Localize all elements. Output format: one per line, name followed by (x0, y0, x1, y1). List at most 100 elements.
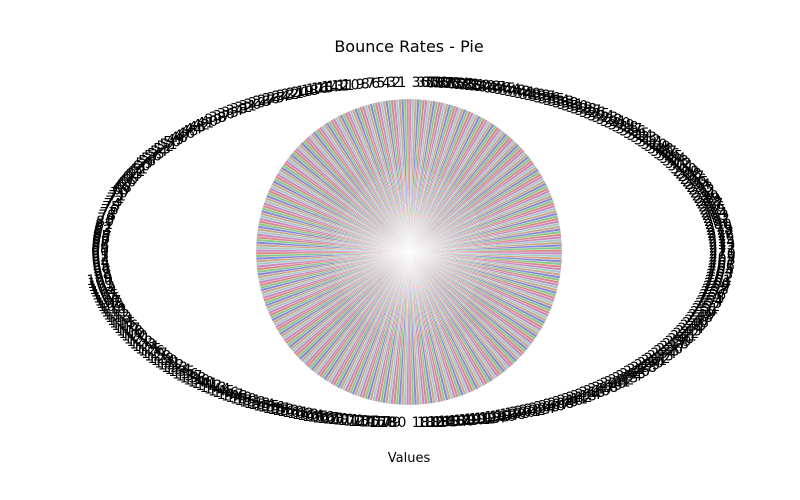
slice-label: 259 (703, 279, 730, 295)
slice-label: 283 (702, 208, 729, 224)
slice-label: 357 (427, 75, 454, 91)
slice-label: 173 (343, 414, 370, 430)
slice-label: 327 (575, 103, 602, 119)
slice-label: 99 (94, 270, 112, 286)
slice-label: 319 (608, 118, 635, 134)
slice-label: 287 (697, 197, 724, 213)
slice-label: 325 (583, 107, 610, 123)
slice-label: 186 (438, 414, 465, 430)
slice-label: 188 (448, 414, 475, 430)
slice-label: 306 (653, 146, 680, 162)
slice-label: 75 (102, 200, 120, 216)
slice-label: 359 (417, 75, 444, 91)
slice-label: 16 (311, 81, 329, 97)
slice-label: 316 (619, 124, 646, 140)
slice-label: 167 (312, 410, 339, 426)
slice-label: 41 (196, 116, 214, 132)
slice-label: 42 (192, 118, 210, 134)
slice-label: 303 (662, 154, 689, 170)
slice-label: 166 (307, 410, 334, 426)
slice-label: 44 (185, 122, 203, 138)
slice-label: 128 (144, 349, 171, 365)
slice-label: 160 (277, 404, 304, 420)
slice-label: 300 (670, 161, 697, 177)
slice-label: 275 (708, 232, 735, 248)
slice-label: 84 (93, 226, 111, 242)
slice-label: 239 (665, 334, 692, 350)
slice-label: 193 (474, 411, 501, 427)
slice-label: 294 (684, 177, 711, 193)
slice-label: 342 (504, 84, 531, 100)
slice-label: 272 (709, 241, 736, 257)
slice-label: 11 (336, 78, 354, 94)
slice-label: 52 (156, 139, 174, 155)
slice-label: 79 (97, 211, 115, 227)
slice-label: 244 (678, 321, 705, 337)
slice-label: 302 (665, 156, 692, 172)
slice-label: 331 (557, 97, 584, 113)
slice-label: 204 (529, 401, 556, 417)
slice-label: 87 (92, 235, 110, 251)
slice-label: 344 (494, 82, 521, 98)
slice-label: 138 (180, 370, 207, 386)
slice-label: 89 (91, 241, 109, 257)
slice-label: 219 (596, 378, 623, 394)
slice-label: 255 (698, 290, 725, 306)
slice-label: 184 (427, 415, 454, 431)
slice-label: 212 (566, 390, 593, 406)
slice-label: 315 (623, 126, 650, 142)
slice-label: 233 (647, 349, 674, 365)
slice-label: 9 (356, 77, 365, 93)
slice-label: 247 (684, 313, 711, 329)
slice-label: 136 (172, 366, 199, 382)
slice-label: 210 (557, 393, 584, 409)
slice-label: 62 (128, 164, 146, 180)
slice-label: 143 (200, 380, 227, 396)
slice-label: 78 (98, 208, 116, 224)
slice-label: 155 (253, 398, 280, 414)
slice-label: 228 (630, 360, 657, 376)
slice-label: 320 (604, 116, 631, 132)
slice-label: 7 (366, 76, 375, 92)
slice-label: 356 (433, 76, 460, 92)
slice-label: 336 (533, 90, 560, 106)
slice-label: 298 (675, 167, 702, 183)
slice-label: 198 (499, 407, 526, 423)
slice-label: 179 (374, 415, 401, 431)
x-axis-label: Values (388, 451, 431, 466)
slice-label: 175 (353, 414, 380, 430)
slice-label: 156 (258, 400, 285, 416)
slice-label: 279 (706, 220, 733, 236)
slice-label: 148 (221, 388, 248, 404)
slice-label: 86 (92, 232, 110, 248)
slice-label: 35 (221, 105, 239, 121)
slice-label: 220 (600, 376, 627, 392)
slice-label: 144 (204, 382, 231, 398)
slice-label: 358 (422, 75, 449, 91)
slice-label: 133 (161, 360, 188, 376)
slice-label: 271 (709, 244, 736, 260)
slice-label: 145 (208, 383, 235, 399)
slice-label: 169 (322, 412, 349, 428)
slice-label: 130 (151, 353, 178, 369)
slice-label: 297 (678, 169, 705, 185)
slice-label: 163 (292, 407, 319, 423)
slice-label: 262 (706, 270, 733, 286)
slice-label: 123 (129, 336, 156, 352)
slice-label: 113 (105, 310, 132, 326)
slice-label: 180 (380, 415, 407, 431)
slice-label: 68 (114, 180, 132, 196)
slice-label: 185 (433, 415, 460, 431)
slice-label: 273 (709, 238, 736, 254)
slice-label: 203 (524, 402, 551, 418)
slice-label: 73 (105, 194, 123, 210)
slice-label: 112 (103, 307, 130, 323)
slice-label: 30 (243, 97, 261, 113)
slice-label: 209 (552, 394, 579, 410)
slice-label: 311 (637, 135, 664, 151)
slice-label: 154 (248, 397, 275, 413)
slice-label: 114 (107, 313, 134, 329)
slice-label: 211 (561, 392, 588, 408)
slice-label: 124 (132, 339, 159, 355)
slice-label: 65 (120, 172, 138, 188)
